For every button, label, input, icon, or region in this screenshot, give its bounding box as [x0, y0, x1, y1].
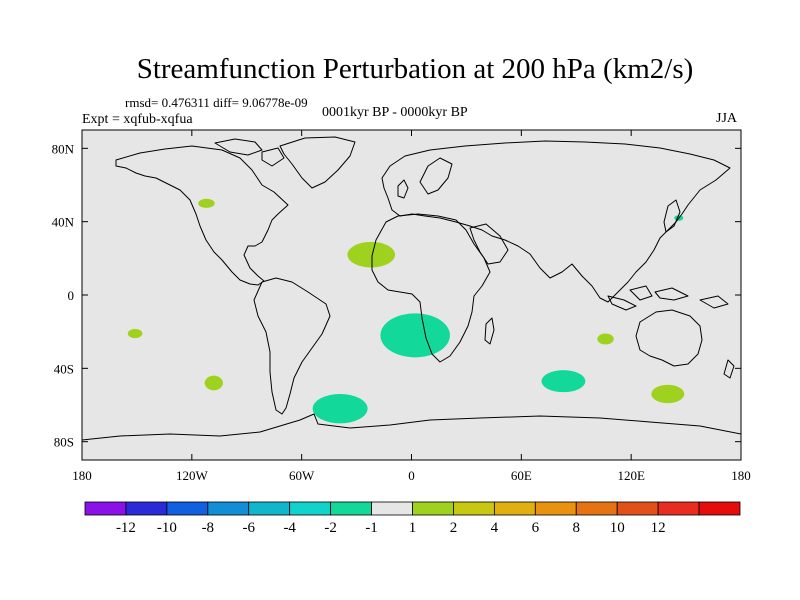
colorbar-label: -4: [283, 520, 296, 536]
colorbar-label: 10: [610, 520, 625, 536]
coast-africa: [371, 213, 491, 363]
longitude-axis: 180 120W 60W 0 60E 120E 180: [72, 130, 751, 483]
lon-label: 180: [72, 468, 92, 483]
lat-label: 0: [68, 288, 75, 303]
lon-label: 0: [408, 468, 415, 483]
colorbar-label: -6: [243, 520, 256, 536]
experiment-label: Expt = xqfub-xqfua: [82, 112, 193, 127]
colorbar-swatch-3: [166, 501, 209, 516]
anomaly-region-5: [597, 333, 614, 345]
anomaly-region-6: [651, 384, 685, 404]
anomaly-region-9: [541, 370, 586, 393]
latitude-axis: 80N 40N 0 40S 80S: [52, 141, 741, 450]
colorbar-swatch-4: [207, 501, 250, 516]
coast-antarctica: [82, 413, 741, 441]
colorbar-swatch-6: [289, 501, 332, 516]
coast-japan: [663, 199, 681, 233]
plot-title: Streamfunction Perturbation at 200 hPa (…: [136, 53, 694, 85]
colorbar-swatch-12: [534, 501, 577, 516]
colorbar-swatch-13: [575, 501, 618, 516]
coast-arctic-islands: [214, 138, 285, 167]
colorbar-swatch-10: [453, 501, 495, 516]
lon-label: 60E: [511, 468, 532, 483]
coast-north-america: [115, 145, 289, 286]
coast-maritime-continent: [607, 285, 729, 311]
lat-label: 40N: [52, 215, 75, 230]
colorbar-swatch-11: [493, 501, 536, 516]
colorbar-swatch-15: [657, 501, 700, 516]
lat-label: 80S: [54, 435, 74, 450]
season-label: JJA: [716, 111, 738, 126]
colorbar-label: -1: [365, 520, 378, 536]
colorbar-swatch-7: [330, 501, 372, 516]
lon-label: 180: [731, 468, 751, 483]
coast-australia: [635, 309, 703, 367]
colorbar-label: 12: [651, 520, 666, 536]
colorbar-swatch-5: [248, 501, 291, 516]
coast-south-america: [253, 277, 331, 415]
coast-greenland: [279, 136, 356, 189]
coast-british-isles: [397, 179, 409, 199]
colorbar-label: -8: [202, 520, 215, 536]
colorbar: -12 -10 -8 -6 -4 -2 -1 1 2 4 6 8 10 12: [84, 501, 741, 536]
coast-scandinavia: [419, 157, 453, 195]
rmsd-diff-stats: rmsd= 0.476311 diff= 9.06778e-09: [125, 95, 308, 110]
map-background: [82, 130, 741, 460]
coast-arabia: [469, 223, 509, 265]
coast-new-zealand: [723, 359, 735, 379]
colorbar-label: 2: [450, 520, 458, 536]
anomaly-region-1: [198, 198, 215, 208]
colorbar-label: 6: [532, 520, 540, 536]
colorbar-swatch-16: [698, 501, 741, 516]
colorbar-label: -12: [116, 520, 136, 536]
coast-madagascar: [484, 317, 495, 345]
lat-label: 80N: [52, 141, 75, 156]
coastlines: [82, 136, 741, 441]
colorbar-label: 4: [491, 520, 499, 536]
lon-label: 60W: [289, 468, 315, 483]
colorbar-swatch-8: [371, 501, 413, 516]
anomaly-region-4: [204, 375, 223, 391]
colorbar-label: 1: [409, 520, 417, 536]
colorbar-label: -2: [324, 520, 337, 536]
colorbar-swatch-2: [125, 501, 168, 516]
colorbar-label: 8: [573, 520, 581, 536]
anomaly-region-3: [127, 328, 143, 339]
colorbar-label: -10: [157, 520, 177, 536]
lon-label: 120E: [617, 468, 645, 483]
anomaly-region-8: [312, 394, 368, 424]
coast-eurasia: [381, 140, 731, 303]
lat-label: 40S: [54, 361, 74, 376]
anomaly-region-7: [380, 313, 450, 358]
colorbar-swatch-9: [412, 501, 454, 516]
lon-label: 120W: [176, 468, 209, 483]
time-period-label: 0001kyr BP - 0000kyr BP: [322, 105, 468, 120]
anomaly-region-2: [347, 241, 396, 268]
colorbar-swatch-14: [616, 501, 659, 516]
anomaly-layer: [127, 198, 685, 424]
colorbar-swatch-1: [84, 501, 127, 516]
